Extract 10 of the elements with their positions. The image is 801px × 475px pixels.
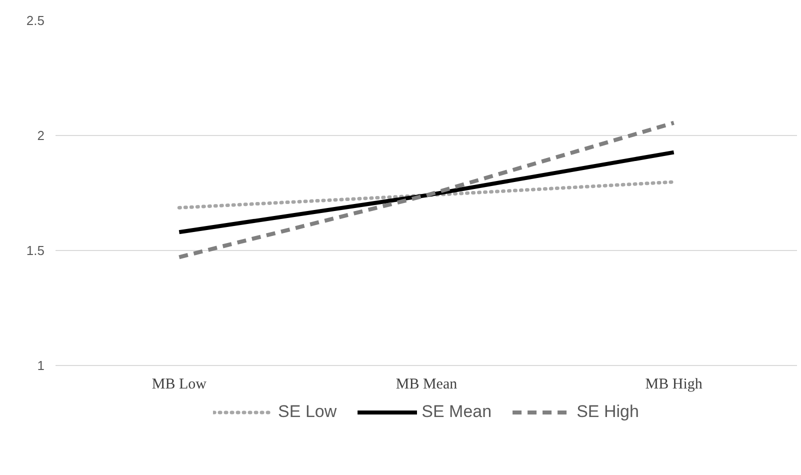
legend-label: SE High (576, 402, 639, 422)
y-tick-label: 1 (37, 358, 45, 373)
y-tick-label: 1.5 (26, 243, 45, 258)
y-tick-label: 2 (37, 128, 45, 143)
legend-label: SE Mean (422, 402, 492, 422)
x-tick-label: MB Mean (396, 376, 458, 392)
x-tick-label: MB Low (152, 376, 207, 392)
y-tick-label: 2.5 (26, 13, 45, 28)
x-tick-label: MB High (645, 376, 703, 392)
legend-label: SE Low (278, 402, 337, 422)
